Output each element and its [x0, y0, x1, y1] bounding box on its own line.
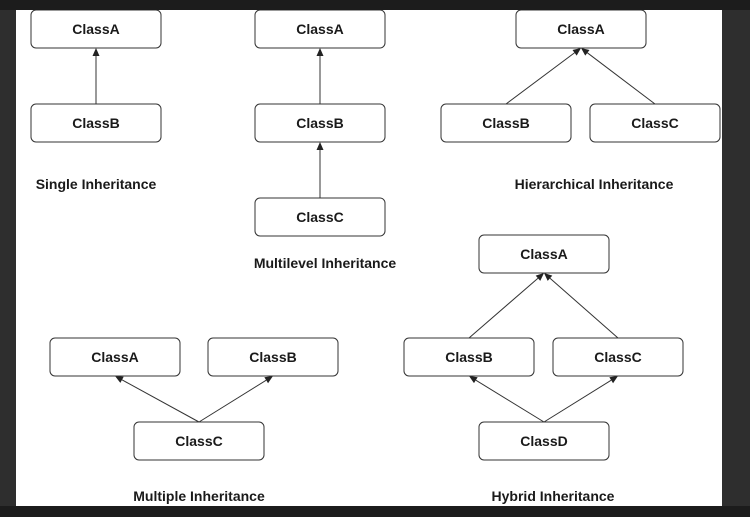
class-box-outline	[440, 103, 572, 143]
class-box-hybrid-classB: ClassB	[403, 337, 535, 377]
class-box-hybrid-classA: ClassA	[478, 234, 610, 274]
class-box-hybrid-classC: ClassC	[552, 337, 684, 377]
arrow-head	[92, 48, 100, 56]
inheritance-arrow-multiple-classC-to-multiple-classB	[198, 376, 273, 423]
class-box-outline	[49, 337, 181, 377]
class-box-outline	[254, 103, 386, 143]
class-box-hier-classB: ClassB	[440, 103, 572, 143]
edges-layer	[92, 48, 656, 423]
class-box-label: ClassB	[249, 349, 296, 365]
class-box-label: ClassA	[557, 21, 604, 37]
class-box-hier-classC: ClassC	[589, 103, 721, 143]
arrow-head	[581, 48, 590, 56]
caption-hierarchical-inheritance: Hierarchical Inheritance	[515, 176, 674, 192]
arrow-head	[544, 273, 553, 281]
arrow-head	[316, 142, 324, 150]
class-box-label: ClassC	[296, 209, 343, 225]
arrow-head	[469, 376, 478, 384]
arrow-shaft	[587, 52, 656, 105]
class-box-outline	[133, 421, 265, 461]
arrow-head	[316, 48, 324, 56]
diagram-canvas: ClassA ClassB ClassA ClassB ClassC ClassA Clas…	[16, 10, 722, 506]
class-box-label: ClassB	[72, 115, 119, 131]
class-box-label: ClassD	[520, 433, 567, 449]
class-box-multi-classA: ClassA	[254, 10, 386, 49]
caption-multiple-inheritance: Multiple Inheritance	[133, 488, 265, 504]
inheritance-diagram: ClassA ClassB ClassA ClassB ClassC ClassA Clas…	[30, 10, 721, 504]
class-box-label: ClassA	[72, 21, 119, 37]
arrow-shaft	[121, 379, 200, 423]
class-box-outline	[30, 10, 162, 49]
class-box-outline	[207, 337, 339, 377]
class-box-single-classB: ClassB	[30, 103, 162, 143]
class-box-outline	[403, 337, 535, 377]
arrow-shaft	[475, 379, 545, 423]
class-box-outline	[254, 10, 386, 49]
inheritance-arrow-hybrid-classD-to-hybrid-classC	[543, 376, 618, 423]
class-box-multi-classB: ClassB	[254, 103, 386, 143]
class-box-label: ClassA	[520, 246, 567, 262]
class-box-label: ClassB	[445, 349, 492, 365]
window-top-bar	[0, 0, 750, 10]
class-box-outline	[478, 421, 610, 461]
class-box-outline	[478, 234, 610, 274]
class-box-label: ClassA	[296, 21, 343, 37]
arrow-head	[572, 48, 581, 56]
class-box-outline	[515, 10, 647, 49]
caption-single-inheritance: Single Inheritance	[36, 176, 157, 192]
inheritance-arrow-hier-classC-to-hier-classA	[581, 48, 656, 105]
class-box-outline	[254, 197, 386, 237]
class-box-multiple-classC: ClassC	[133, 421, 265, 461]
class-box-outline	[30, 103, 162, 143]
arrow-shaft	[468, 277, 539, 339]
inheritance-arrow-hier-classB-to-hier-classA	[505, 48, 581, 105]
window-right-margin	[722, 10, 750, 517]
class-box-multi-classC: ClassC	[254, 197, 386, 237]
arrow-head	[535, 273, 544, 281]
class-box-hybrid-classD: ClassD	[478, 421, 610, 461]
inheritance-arrow-hybrid-classC-to-hybrid-classA	[544, 273, 619, 339]
class-box-outline	[552, 337, 684, 377]
caption-multilevel-inheritance: Multilevel Inheritance	[254, 255, 397, 271]
arrow-head	[609, 376, 618, 384]
inheritance-arrow-hybrid-classB-to-hybrid-classA	[468, 273, 544, 339]
window-bottom-bar	[0, 506, 750, 517]
arrow-shaft	[505, 52, 575, 105]
arrow-head	[115, 376, 124, 383]
class-box-single-classA: ClassA	[30, 10, 162, 49]
window-left-margin	[0, 10, 16, 517]
class-box-label: ClassC	[175, 433, 222, 449]
class-box-label: ClassC	[631, 115, 678, 131]
class-box-multiple-classB: ClassB	[207, 337, 339, 377]
class-box-label: ClassA	[91, 349, 138, 365]
inheritance-arrow-hybrid-classD-to-hybrid-classB	[469, 376, 545, 423]
class-box-label: ClassB	[296, 115, 343, 131]
class-box-multiple-classA: ClassA	[49, 337, 181, 377]
arrow-head	[264, 376, 273, 384]
inheritance-arrow-multi-classC-to-multi-classB	[316, 142, 324, 198]
class-box-hier-classA: ClassA	[515, 10, 647, 49]
boxes-layer: ClassA ClassB ClassA ClassB ClassC ClassA Clas…	[30, 10, 721, 461]
class-box-label: ClassB	[482, 115, 529, 131]
arrow-shaft	[543, 379, 612, 423]
inheritance-arrow-multiple-classC-to-multiple-classA	[115, 376, 200, 423]
caption-hybrid-inheritance: Hybrid Inheritance	[492, 488, 615, 504]
arrow-shaft	[549, 277, 619, 339]
class-box-label: ClassC	[594, 349, 641, 365]
class-box-outline	[589, 103, 721, 143]
arrow-shaft	[198, 379, 267, 423]
inheritance-arrow-multi-classB-to-multi-classA	[316, 48, 324, 104]
inheritance-arrow-single-classB-to-single-classA	[92, 48, 100, 104]
